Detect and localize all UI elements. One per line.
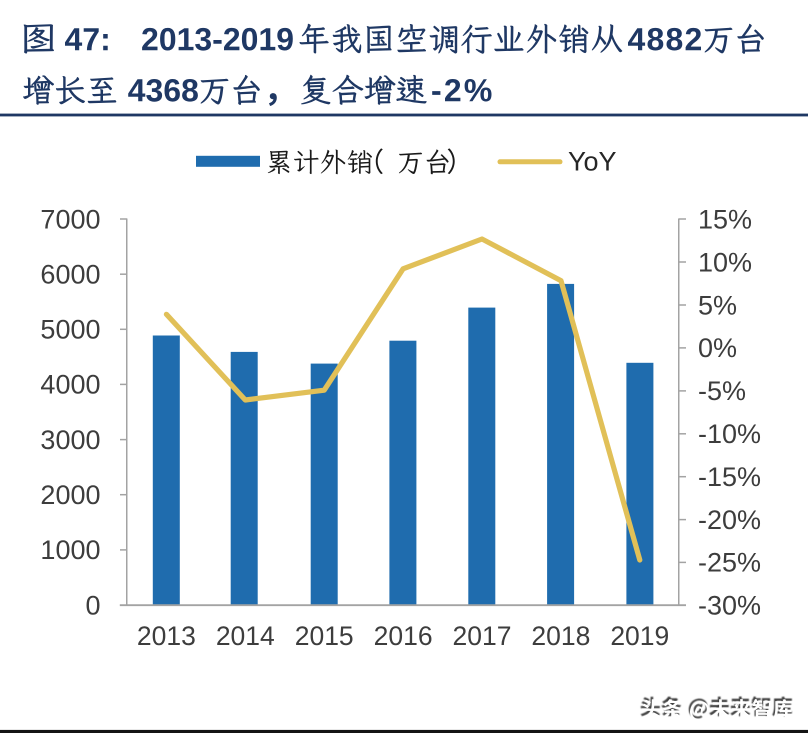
svg-text:2014: 2014: [216, 621, 275, 651]
svg-text:0%: 0%: [698, 333, 737, 363]
svg-text:2013: 2013: [137, 621, 196, 651]
svg-text:2000: 2000: [40, 480, 100, 510]
svg-text:2016: 2016: [374, 621, 433, 651]
svg-text:-30%: -30%: [698, 591, 761, 621]
svg-text:7000: 7000: [40, 204, 100, 234]
svg-text:-15%: -15%: [698, 462, 761, 492]
svg-text:YoY: YoY: [568, 146, 617, 176]
svg-text:-5%: -5%: [698, 376, 746, 406]
svg-text:15%: 15%: [698, 204, 752, 234]
svg-text:-10%: -10%: [698, 419, 761, 449]
svg-text:5%: 5%: [698, 290, 737, 320]
svg-text:1000: 1000: [40, 535, 100, 565]
svg-text:2019: 2019: [610, 621, 669, 651]
svg-text:4000: 4000: [40, 370, 100, 400]
svg-text:2015: 2015: [295, 621, 354, 651]
svg-text:0: 0: [85, 590, 100, 620]
svg-text:-20%: -20%: [698, 505, 761, 535]
svg-text:10%: 10%: [698, 247, 752, 277]
svg-text:5000: 5000: [40, 315, 100, 345]
svg-text:3000: 3000: [40, 425, 100, 455]
svg-text:2018: 2018: [531, 621, 590, 651]
svg-text:-25%: -25%: [698, 548, 761, 578]
svg-text:2017: 2017: [453, 621, 512, 651]
svg-text:6000: 6000: [40, 260, 100, 290]
